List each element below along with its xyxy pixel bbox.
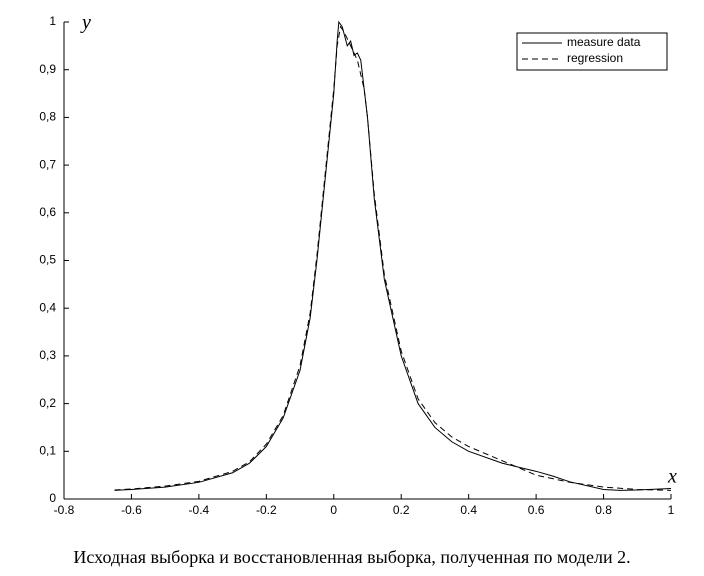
x-tick-label: -0.2 bbox=[256, 503, 277, 517]
y-tick-label: 0,4 bbox=[39, 300, 56, 314]
legend-box bbox=[516, 32, 668, 71]
x-tick-label: 0.6 bbox=[528, 503, 545, 517]
legend-label: measure data bbox=[567, 35, 641, 49]
series-line bbox=[114, 20, 672, 491]
x-axis-label: x bbox=[667, 466, 677, 488]
x-tick-label: 0.8 bbox=[595, 503, 612, 517]
x-tick-label: -0.4 bbox=[189, 503, 210, 517]
x-tick-label: 0.2 bbox=[393, 503, 410, 517]
y-tick-label: 0,2 bbox=[39, 396, 56, 410]
y-tick-label: 0,3 bbox=[39, 348, 56, 362]
x-tick-label: 0.4 bbox=[460, 503, 477, 517]
y-tick-label: 0,9 bbox=[39, 62, 56, 76]
y-tick-label: 0,7 bbox=[39, 157, 56, 171]
x-tick-label: 1 bbox=[668, 503, 675, 517]
series-line bbox=[114, 25, 672, 491]
y-axis-label: y bbox=[80, 12, 91, 34]
x-tick-label: -0.8 bbox=[54, 503, 75, 517]
x-tick-label: -0.6 bbox=[121, 503, 142, 517]
y-tick-label: 0,1 bbox=[39, 443, 56, 457]
y-tick-label: 0,5 bbox=[39, 253, 56, 267]
y-tick-label: 0,6 bbox=[39, 205, 56, 219]
caption: Исходная выборка и восстановленная выбор… bbox=[73, 547, 630, 567]
y-tick-label: 1 bbox=[49, 14, 56, 28]
y-tick-label: 0 bbox=[49, 491, 56, 505]
x-tick-label: 0 bbox=[330, 503, 337, 517]
y-tick-label: 0,8 bbox=[39, 110, 56, 124]
legend-label: regression bbox=[567, 51, 623, 65]
